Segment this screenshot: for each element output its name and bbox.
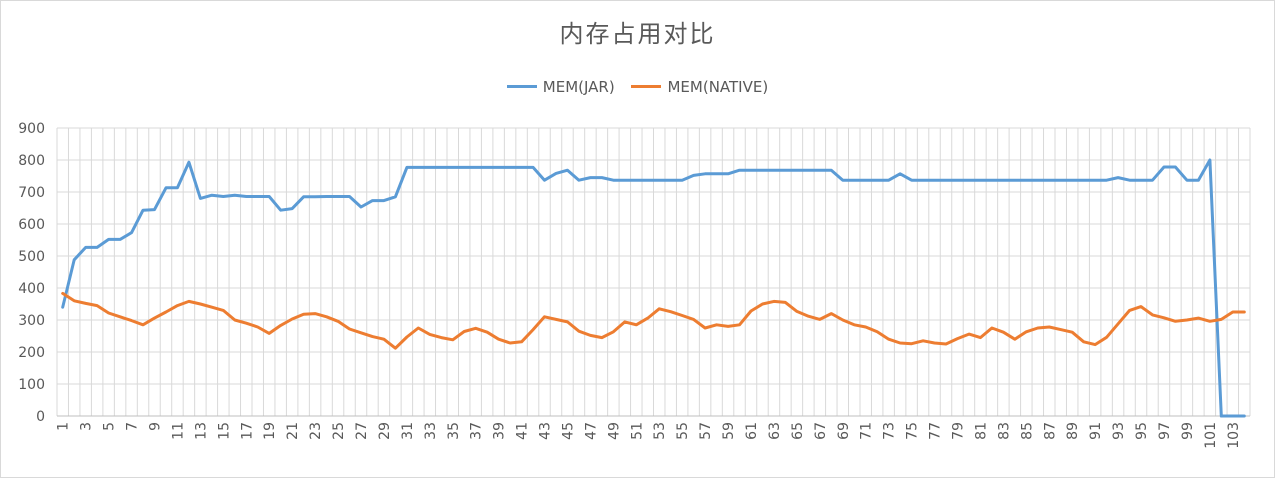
x-tick-label: 15 <box>216 422 232 440</box>
x-tick-label: 67 <box>813 422 829 440</box>
x-tick-label: 79 <box>950 422 966 440</box>
x-tick-label: 35 <box>446 422 462 440</box>
y-tick-label: 600 <box>18 217 45 233</box>
y-axis: 0 100 200 300 400 500 600 700 800 900 <box>18 121 45 425</box>
x-tick-label: 63 <box>767 422 783 440</box>
x-tick-label: 61 <box>744 422 760 440</box>
x-tick-label: 49 <box>606 422 622 440</box>
x-tick-label: 55 <box>675 422 691 440</box>
y-tick-label: 300 <box>18 313 45 329</box>
x-tick-label: 5 <box>102 422 118 431</box>
x-tick-label: 51 <box>629 422 645 440</box>
y-tick-label: 400 <box>18 281 45 297</box>
x-tick-label: 99 <box>1180 422 1196 440</box>
x-tick-label: 93 <box>1111 422 1127 440</box>
x-tick-label: 59 <box>721 422 737 440</box>
x-tick-label: 13 <box>193 422 209 440</box>
x-tick-label: 77 <box>928 422 944 440</box>
y-tick-label: 900 <box>18 121 45 137</box>
x-tick-label: 31 <box>400 422 416 440</box>
x-tick-label: 11 <box>170 422 186 440</box>
x-tick-label: 23 <box>308 422 324 440</box>
x-tick-label: 91 <box>1088 422 1104 440</box>
y-tick-label: 500 <box>18 249 45 265</box>
x-tick-label: 101 <box>1203 422 1219 449</box>
x-tick-label: 21 <box>285 422 301 440</box>
x-tick-label: 69 <box>836 422 852 440</box>
y-tick-label: 800 <box>18 153 45 169</box>
x-tick-label: 1 <box>56 422 72 431</box>
x-tick-label: 85 <box>1019 422 1035 440</box>
x-tick-label: 3 <box>79 422 95 431</box>
x-tick-label: 57 <box>698 422 714 440</box>
x-tick-label: 95 <box>1134 422 1150 440</box>
x-tick-label: 19 <box>262 422 278 440</box>
y-tick-label: 700 <box>18 185 45 201</box>
x-tick-label: 97 <box>1157 422 1173 440</box>
x-tick-label: 45 <box>560 422 576 440</box>
y-tick-label: 0 <box>36 409 45 425</box>
y-tick-label: 200 <box>18 345 45 361</box>
x-tick-label: 87 <box>1042 422 1058 440</box>
x-tick-label: 65 <box>790 422 806 440</box>
y-tick-label: 100 <box>18 377 45 393</box>
x-tick-label: 9 <box>148 422 164 431</box>
x-tick-label: 81 <box>973 422 989 440</box>
x-axis: 1 3 5 7 9 11 13 15 17 19 21 23 25 27 29 31 33 35 37 39 41 43 4… <box>56 416 1250 449</box>
x-tick-label: 71 <box>859 422 875 440</box>
x-tick-label: 43 <box>538 422 554 440</box>
x-tick-label: 103 <box>1226 422 1242 449</box>
x-tick-label: 75 <box>905 422 921 440</box>
x-tick-label: 37 <box>469 422 485 440</box>
grid-lines <box>57 128 1250 416</box>
x-tick-label: 47 <box>583 422 599 440</box>
x-tick-label: 29 <box>377 422 393 440</box>
x-tick-label: 73 <box>882 422 898 440</box>
x-tick-label: 39 <box>492 422 508 440</box>
x-tick-label: 89 <box>1065 422 1081 440</box>
x-tick-label: 33 <box>423 422 439 440</box>
x-tick-label: 27 <box>354 422 370 440</box>
x-tick-label: 17 <box>239 422 255 440</box>
x-tick-label: 53 <box>652 422 668 440</box>
x-tick-label: 83 <box>996 422 1012 440</box>
x-tick-label: 41 <box>515 422 531 440</box>
x-tick-label: 25 <box>331 422 347 440</box>
x-tick-label: 7 <box>125 422 141 431</box>
